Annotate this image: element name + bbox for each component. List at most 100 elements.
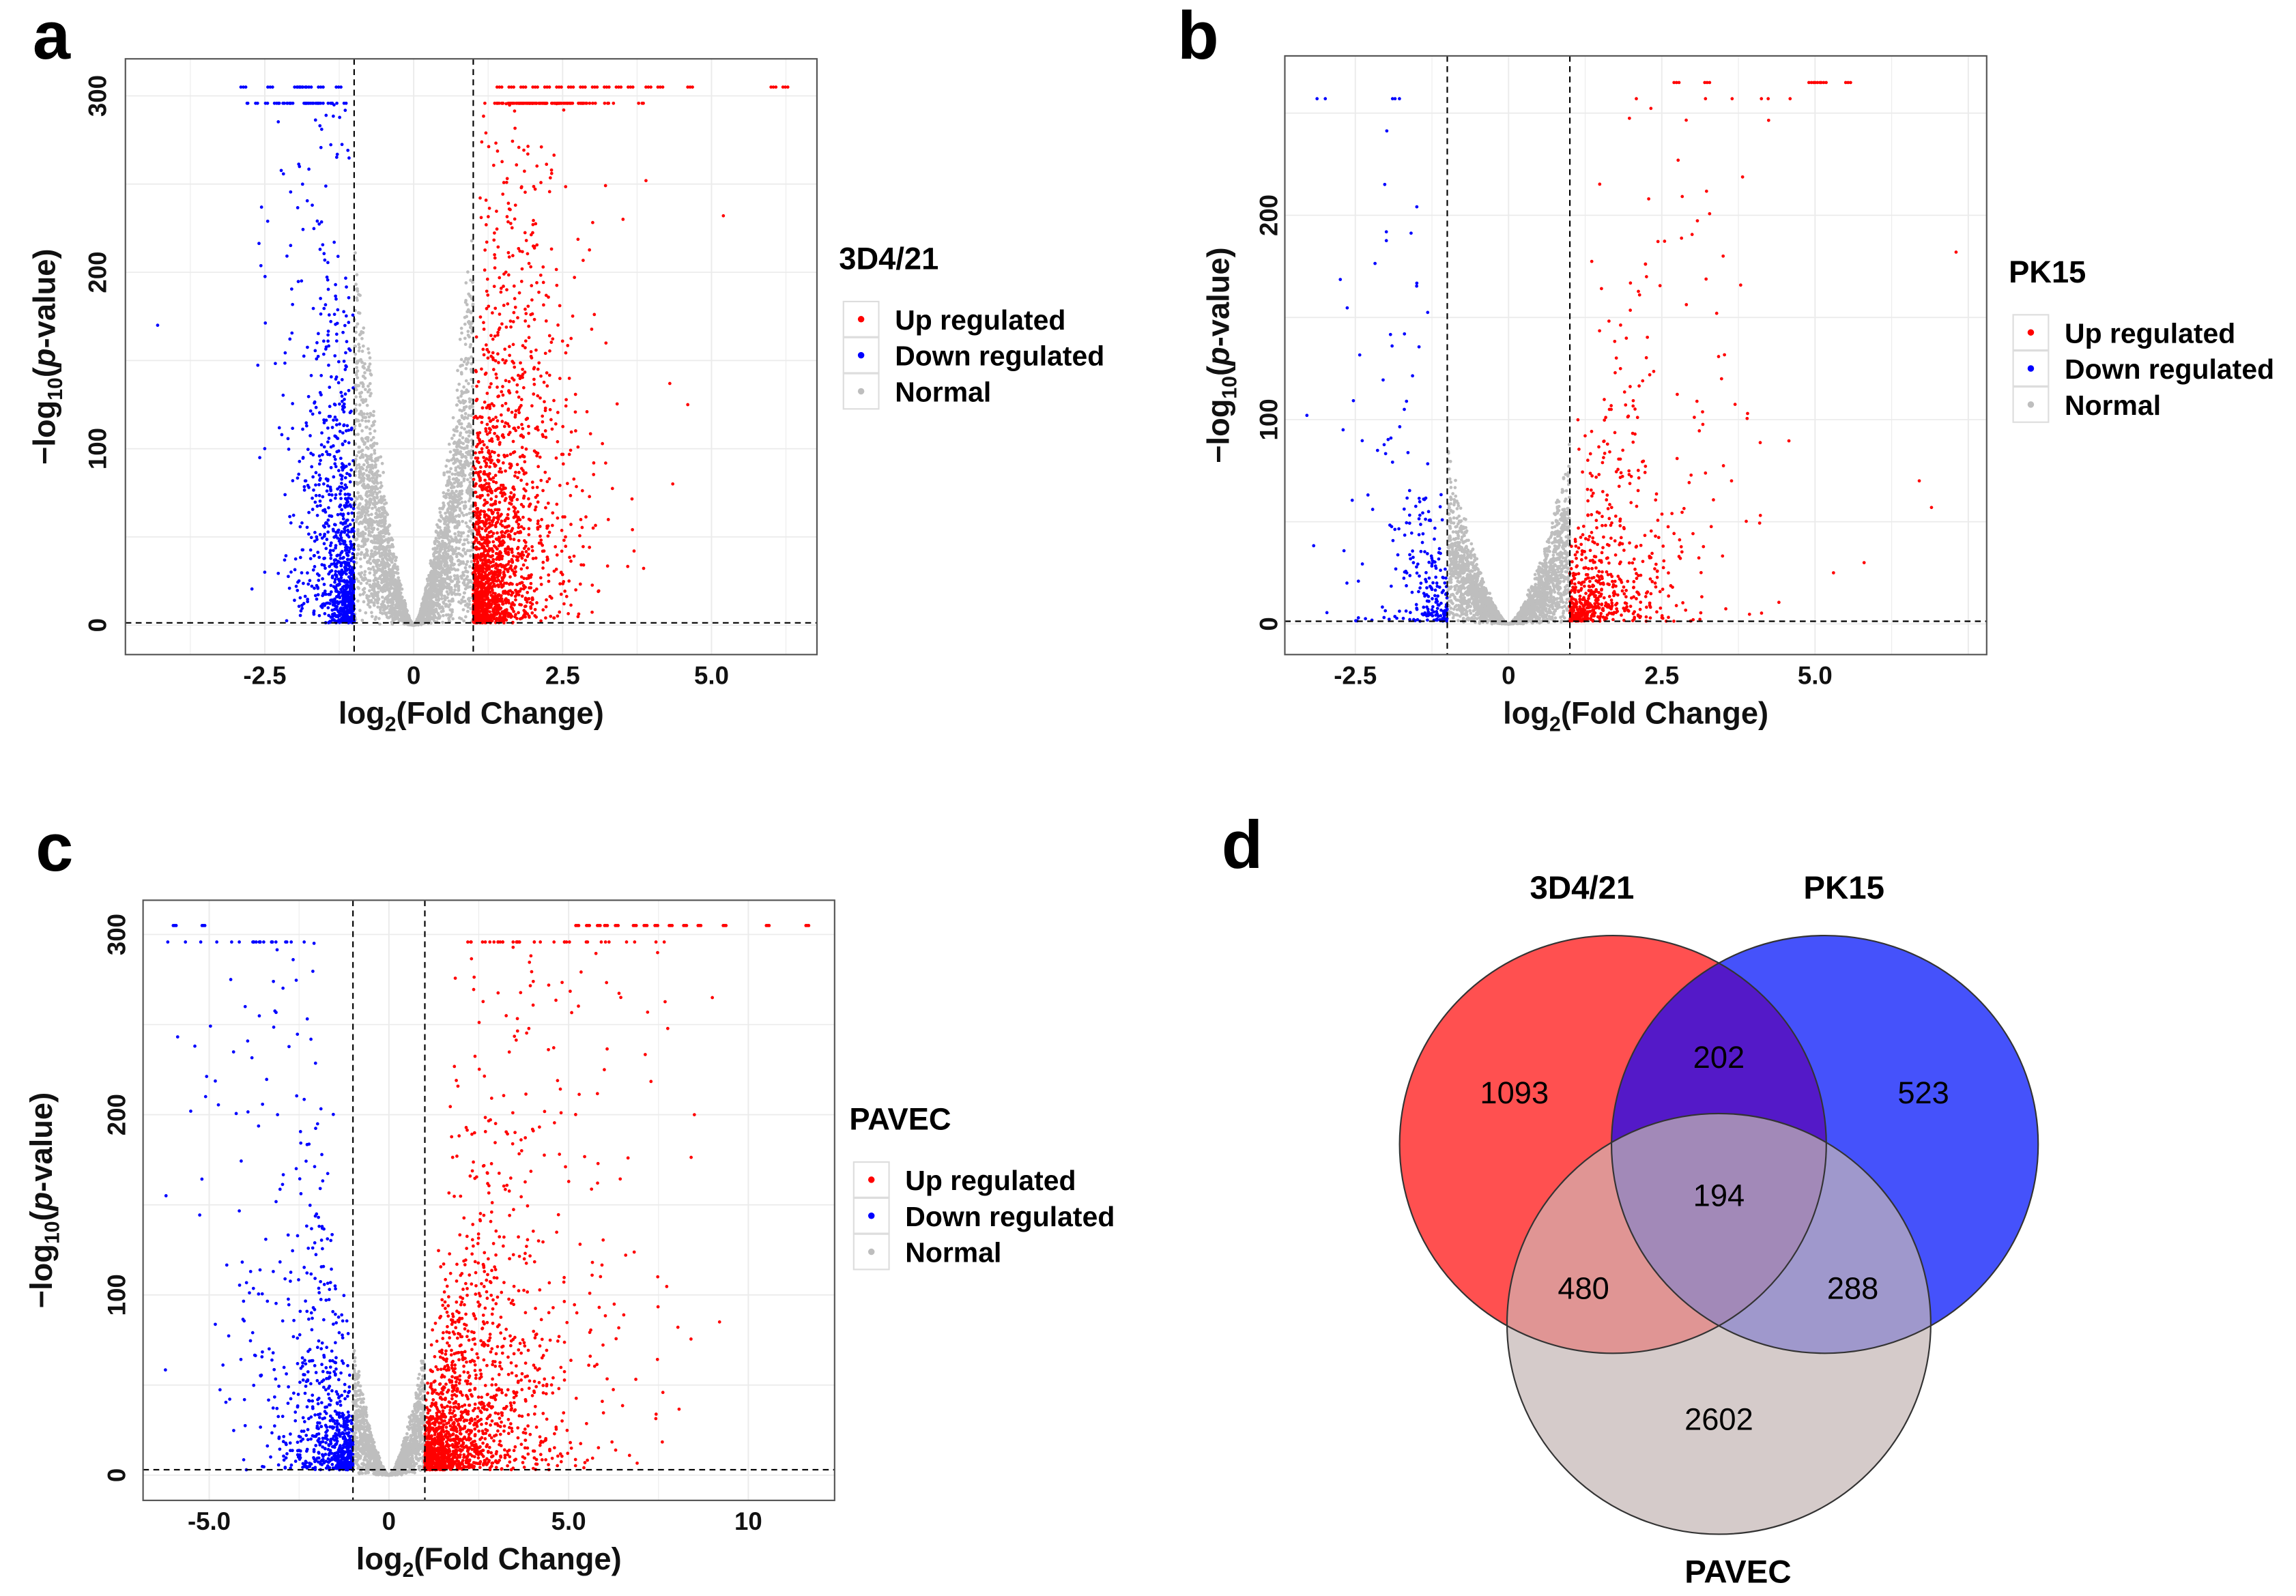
point-normal <box>375 564 379 568</box>
point-up <box>484 465 488 468</box>
point-normal <box>375 495 379 499</box>
point-normal <box>419 609 423 613</box>
point-down <box>333 535 337 538</box>
point-down <box>304 424 308 428</box>
point-normal <box>373 429 377 433</box>
point-down <box>315 597 319 601</box>
point-normal <box>438 530 442 534</box>
point-up <box>480 439 485 444</box>
point-normal <box>446 575 450 579</box>
point-normal <box>468 507 472 511</box>
point-up <box>478 496 482 499</box>
point-normal <box>448 496 452 499</box>
point-normal <box>403 616 407 620</box>
point-normal <box>470 377 473 381</box>
point-normal <box>373 495 377 499</box>
point-up <box>478 469 483 474</box>
point-down <box>345 599 349 603</box>
point-up <box>491 368 496 371</box>
point-normal <box>375 537 379 541</box>
point-normal <box>372 601 376 605</box>
point-down <box>332 562 336 566</box>
point-up <box>572 554 576 558</box>
point-normal <box>370 523 374 526</box>
point-normal <box>405 611 409 615</box>
point-down <box>347 156 351 160</box>
point-normal <box>446 546 450 550</box>
point-down <box>348 411 352 415</box>
point-down <box>334 156 339 159</box>
point-up <box>532 392 536 396</box>
point-normal <box>448 499 453 504</box>
point-normal <box>367 526 371 530</box>
point-up <box>542 380 546 384</box>
point-normal <box>386 570 390 575</box>
point-down <box>339 521 343 525</box>
point-down <box>289 570 293 574</box>
point-normal <box>454 468 458 472</box>
point-normal <box>461 441 465 446</box>
point-up <box>536 527 540 531</box>
point-down <box>298 555 302 560</box>
point-normal <box>369 413 373 417</box>
point-normal <box>459 534 463 538</box>
point-normal <box>457 584 461 588</box>
point-normal <box>468 497 472 500</box>
point-normal <box>397 585 401 589</box>
point-normal <box>452 433 456 437</box>
point-up <box>547 190 551 194</box>
point-normal <box>447 538 450 542</box>
point-up <box>637 101 641 105</box>
point-normal <box>466 540 470 545</box>
point-normal <box>393 562 397 566</box>
point-normal <box>371 506 374 510</box>
point-up <box>505 288 508 292</box>
point-up <box>521 367 524 371</box>
point-normal <box>354 467 358 470</box>
point-normal <box>364 399 367 403</box>
point-normal <box>366 603 370 607</box>
point-down <box>306 600 310 604</box>
point-normal <box>460 500 464 504</box>
point-down <box>255 101 259 105</box>
point-down <box>341 442 345 446</box>
point-normal <box>457 519 461 523</box>
point-normal <box>461 436 465 439</box>
point-normal <box>357 495 361 498</box>
point-normal <box>465 478 470 482</box>
point-normal <box>373 460 377 463</box>
point-normal <box>375 534 379 538</box>
point-down <box>329 143 333 147</box>
point-down <box>343 612 346 616</box>
point-up <box>565 482 569 485</box>
point-down <box>334 282 337 287</box>
point-normal <box>358 395 362 398</box>
point-normal <box>379 562 384 566</box>
point-normal <box>461 570 465 575</box>
point-normal <box>394 584 397 587</box>
point-normal <box>361 344 365 348</box>
point-up <box>545 526 549 530</box>
point-normal <box>437 614 442 618</box>
point-down <box>334 546 337 550</box>
point-up <box>517 611 520 615</box>
point-up <box>591 526 595 530</box>
point-normal <box>455 540 459 544</box>
point-down <box>342 402 346 406</box>
point-normal <box>373 441 377 445</box>
point-normal <box>452 441 456 446</box>
point-normal <box>364 419 368 423</box>
point-down <box>342 424 346 428</box>
point-up <box>529 265 533 269</box>
point-normal <box>423 592 427 596</box>
point-up <box>489 497 493 501</box>
point-down <box>328 452 332 456</box>
point-normal <box>464 357 468 361</box>
point-down <box>331 549 335 553</box>
point-normal <box>380 524 384 528</box>
point-normal <box>370 459 374 463</box>
point-normal <box>450 458 454 462</box>
point-down <box>316 354 320 358</box>
point-normal <box>378 519 382 523</box>
point-down <box>314 493 318 497</box>
